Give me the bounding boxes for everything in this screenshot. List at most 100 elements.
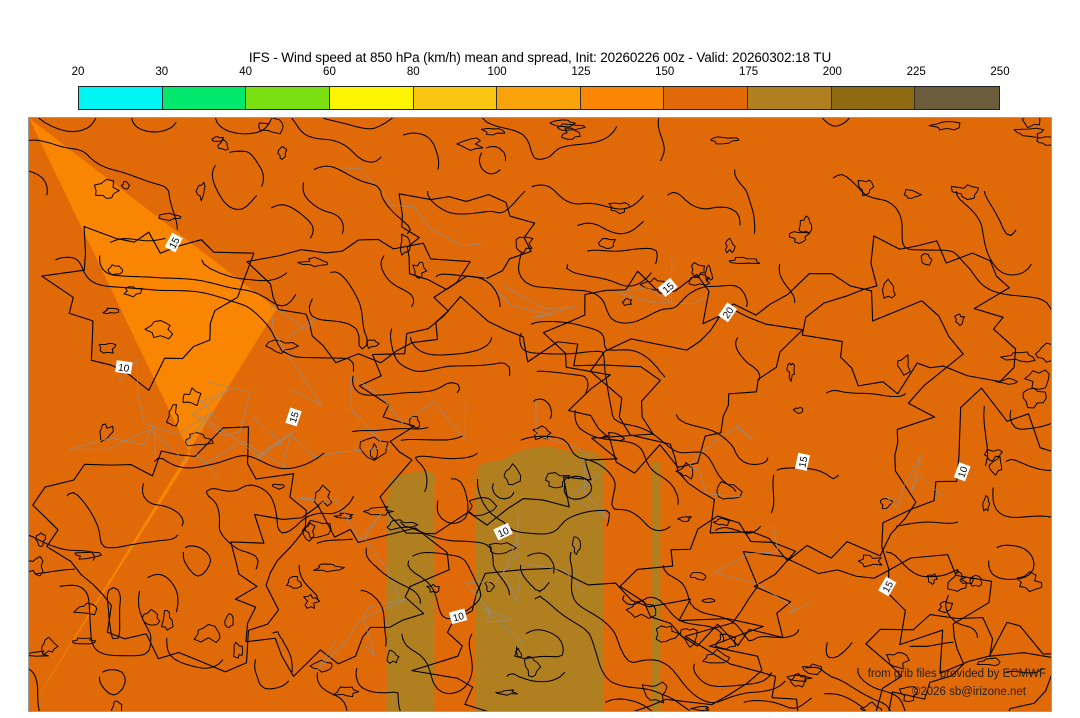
contour-label-value: 10 <box>496 525 511 540</box>
colorbar-segment-225-250 <box>915 87 1000 109</box>
spread-contour-20 <box>478 152 501 175</box>
spread-contour-20 <box>531 184 645 210</box>
spread-contour-25 <box>147 573 179 613</box>
spread-contour-15 <box>534 595 691 711</box>
spread-contour-15 <box>316 672 348 711</box>
spread-contour-25 <box>992 487 1051 518</box>
spread-contour-30 <box>153 456 235 469</box>
colorbar-segment-150-175 <box>664 87 749 109</box>
coastline-outline <box>411 567 764 711</box>
island-outline <box>120 180 130 190</box>
coastline-outline <box>865 613 1051 711</box>
island-outline <box>728 256 761 264</box>
island-outline <box>786 362 795 382</box>
colorbar-segment-30-40 <box>162 87 247 109</box>
spread-contour-20 <box>414 457 428 493</box>
colorbar-tick-125: 125 <box>571 66 591 78</box>
island-outline <box>710 136 740 145</box>
island-outline <box>184 432 214 447</box>
spread-contour-25 <box>205 487 243 493</box>
contour-label-backing <box>115 360 133 375</box>
administrative-border <box>199 415 295 462</box>
island-outline <box>1013 127 1045 139</box>
island-outline <box>233 641 244 659</box>
island-outline <box>369 443 378 460</box>
island-outline <box>677 516 693 523</box>
coastline-outline <box>246 238 471 364</box>
watermark-copyright: ©2026 sb@irizone.net <box>911 686 1026 698</box>
island-outline <box>302 519 332 539</box>
spread-contour-25 <box>229 150 264 187</box>
island-outline <box>386 519 419 531</box>
island-outline <box>258 118 284 135</box>
island-outline <box>988 455 1003 476</box>
island-outline <box>412 261 428 279</box>
contour-label-backing <box>657 277 678 298</box>
spread-contour-20 <box>574 410 679 505</box>
island-outline <box>788 231 811 244</box>
island-outline <box>285 575 303 589</box>
contour-label: 10 <box>953 462 971 482</box>
island-outline <box>1016 571 1043 593</box>
administrative-border <box>206 434 379 467</box>
island-outline <box>409 415 421 429</box>
coastline-outline <box>358 296 661 535</box>
administrative-border <box>885 454 943 509</box>
island-outline <box>802 663 823 676</box>
contour-label-backing <box>718 302 738 323</box>
colorbar-tick-100: 100 <box>487 66 507 78</box>
island-outline <box>926 573 938 585</box>
island-outline <box>689 572 707 581</box>
spread-contour-30 <box>566 263 652 287</box>
spread-contour-25 <box>211 164 258 211</box>
island-outline <box>789 672 807 688</box>
spread-contour-30 <box>35 568 75 574</box>
island-outline <box>556 123 586 132</box>
island-outline <box>468 497 498 517</box>
island-outline <box>309 659 333 673</box>
administrative-border <box>687 423 754 498</box>
spread-contour-25 <box>667 191 741 226</box>
administrative-border <box>68 423 186 462</box>
island-outline <box>897 354 911 376</box>
map-panel[interactable]: 15 10 15 10 15 10 20 15 10 15 <box>28 117 1052 712</box>
island-outline <box>688 273 711 286</box>
island-outline <box>195 181 206 202</box>
spread-contour-25 <box>909 641 954 648</box>
spread-contour-25 <box>734 169 756 235</box>
spread-contour-20 <box>468 633 473 682</box>
island-outline <box>950 184 980 200</box>
island-outline <box>1000 351 1036 363</box>
island-outline <box>29 555 44 577</box>
island-outline <box>641 681 668 704</box>
colorbar-segment-200-225 <box>831 87 916 109</box>
island-outline <box>297 256 328 268</box>
spread-contour-30 <box>29 534 96 561</box>
island-outline <box>881 278 896 299</box>
contour-label: 10 <box>115 360 133 375</box>
colorbar-segment-175-200 <box>748 87 832 109</box>
spread-contour-25 <box>822 118 850 127</box>
island-outline <box>920 253 933 266</box>
colorbar-tick-175: 175 <box>738 66 759 78</box>
spread-contour-25 <box>1009 410 1051 430</box>
contour-label: 20 <box>718 302 738 323</box>
spread-contour-30 <box>983 405 989 467</box>
island-outline <box>144 320 174 340</box>
island-outline <box>98 342 117 354</box>
island-outline <box>532 425 552 441</box>
island-outline <box>712 517 731 527</box>
colorbar-tick-225: 225 <box>906 66 926 78</box>
spread-contour-30 <box>778 264 796 303</box>
island-outline <box>277 145 288 160</box>
colorbar-tick-40: 40 <box>239 66 253 78</box>
spread-contour-30 <box>66 492 179 549</box>
spread-contour-15 <box>527 552 555 574</box>
island-outline <box>456 137 484 151</box>
spread-contour-25 <box>380 255 415 308</box>
island-outline <box>625 600 657 619</box>
island-outline <box>859 701 882 711</box>
administrative-border <box>317 598 407 671</box>
contour-label-backing <box>878 576 897 597</box>
